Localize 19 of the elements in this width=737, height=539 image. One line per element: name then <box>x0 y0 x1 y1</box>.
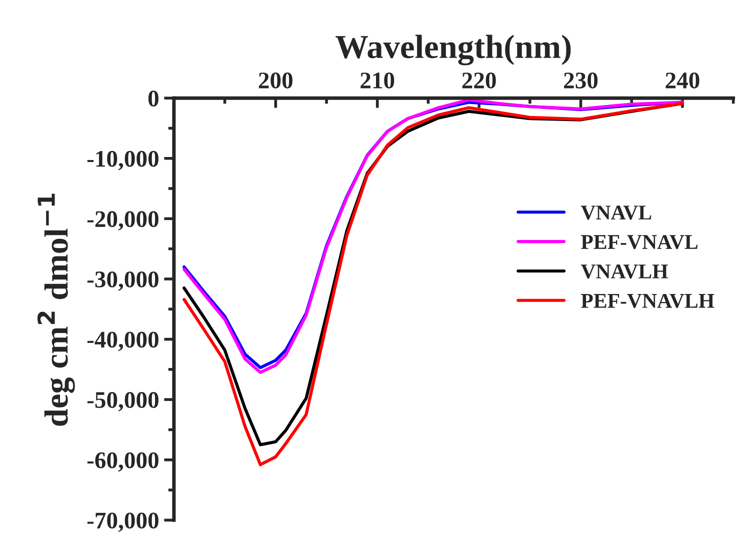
x-tick-label: 200 <box>258 72 292 88</box>
y-axis-title: deg cm$^{2}$ dmol$^{−1}$ <box>37 194 75 426</box>
y-tick-label: -30,000 <box>87 271 158 291</box>
y-tick-label: -10,000 <box>87 150 158 170</box>
legend-label: VNAVLH <box>580 264 668 279</box>
x-tick-label: 240 <box>666 72 700 88</box>
legend-label: PEF-VNAVLH <box>581 294 714 308</box>
y-tick-label: -40,000 <box>87 332 158 352</box>
y-tick-label: -50,000 <box>87 392 158 412</box>
y-tick-label: 0 <box>148 90 158 107</box>
x-axis-title: Wavelength(nm) <box>336 34 571 66</box>
x-tick-label: 230 <box>564 72 598 88</box>
legend-label: VNAVL <box>580 206 652 220</box>
y-tick-label: -20,000 <box>87 211 158 231</box>
y-tick-label: -60,000 <box>87 452 158 472</box>
x-tick-label: 210 <box>360 72 394 88</box>
x-tick-label: 220 <box>462 72 496 88</box>
legend-label: PEF-VNAVL <box>581 235 698 250</box>
y-tick-label: -70,000 <box>87 512 158 532</box>
